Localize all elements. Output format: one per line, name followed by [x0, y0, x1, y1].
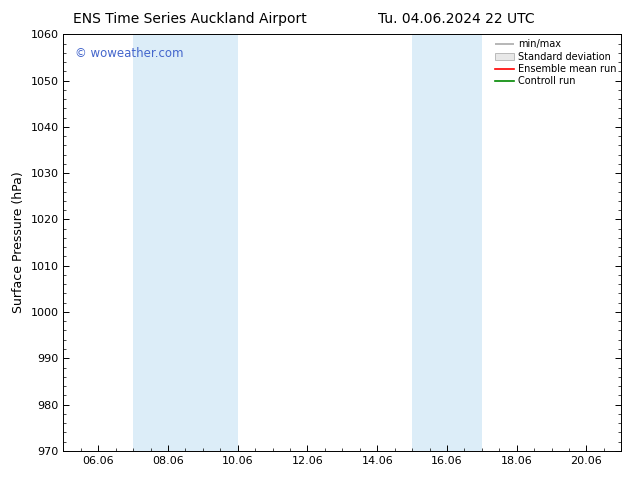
Bar [412, 34, 482, 451]
Y-axis label: Surface Pressure (hPa): Surface Pressure (hPa) [12, 172, 25, 314]
Text: Tu. 04.06.2024 22 UTC: Tu. 04.06.2024 22 UTC [378, 12, 535, 26]
Bar [133, 34, 238, 451]
Text: ENS Time Series Auckland Airport: ENS Time Series Auckland Airport [74, 12, 307, 26]
Legend: min/max, Standard deviation, Ensemble mean run, Controll run: min/max, Standard deviation, Ensemble me… [495, 39, 616, 86]
Text: © woweather.com: © woweather.com [75, 47, 183, 60]
